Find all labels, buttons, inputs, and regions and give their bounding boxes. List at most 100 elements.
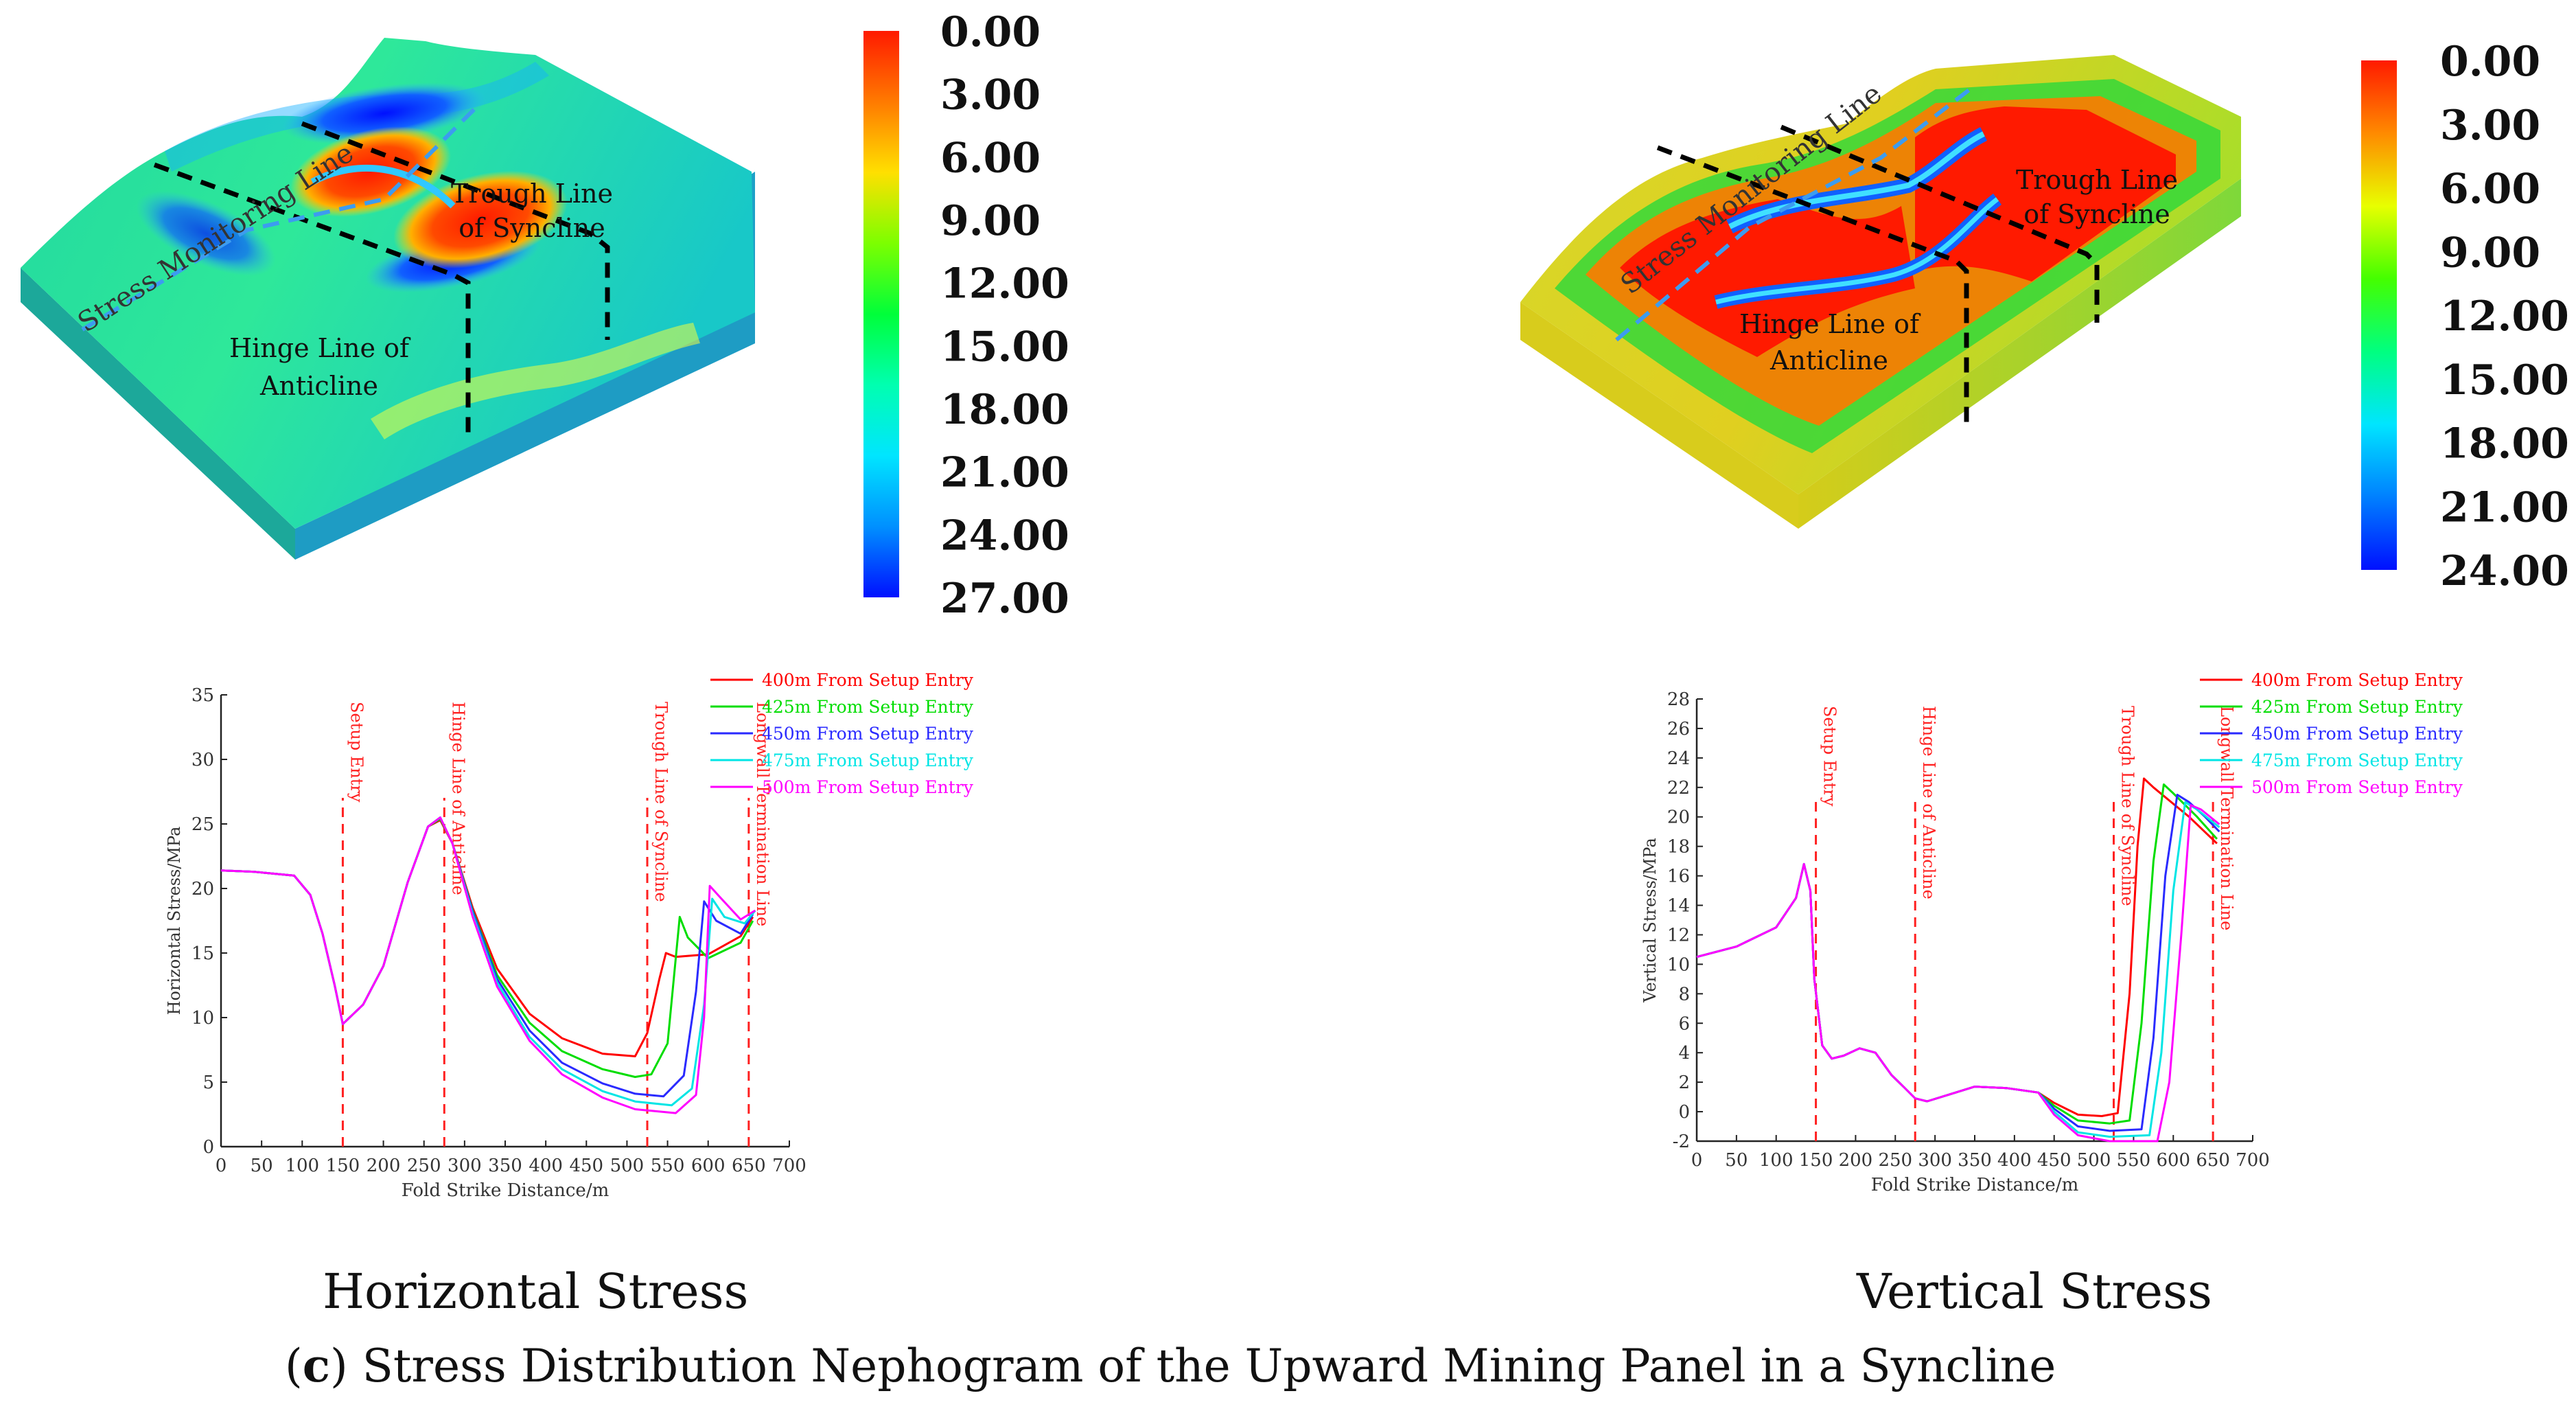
vertical-stress-chart: 0 50 100 150 200 250 300 350 400 450 500 550 600 650 7… [1640, 670, 2463, 1195]
y-tick-label: 24 [1667, 748, 1690, 769]
y-tick-label: 5 [202, 1072, 214, 1093]
y-tick-label: 16 [1667, 867, 1690, 887]
colorbar-tick-label: 27.00 [940, 575, 1069, 623]
colorbar-tick-label: 18.00 [940, 386, 1069, 434]
series-line [1696, 794, 2220, 1132]
colorbar-tick-label: 6.00 [940, 134, 1041, 182]
vertical-stress-title: Vertical Stress [1857, 1263, 2212, 1320]
y-tick-label: 15 [192, 943, 214, 964]
x-tick-label: 0 [216, 1156, 227, 1176]
y-tick-label: 10 [192, 1008, 214, 1029]
x-tick-label: 500 [2077, 1150, 2111, 1171]
x-tick-label: 200 [1839, 1150, 1873, 1171]
reference-line-label: Longwall Termination Line [2217, 706, 2236, 930]
y-tick-label: 2 [1678, 1072, 1690, 1093]
colorbar-tick-label: 6.00 [2440, 165, 2540, 214]
h-hinge-label-2: Anticline [259, 371, 378, 401]
x-axis-label: Fold Strike Distance/m [402, 1180, 609, 1201]
series-line [1696, 801, 2220, 1138]
x-tick-label: 300 [1918, 1150, 1952, 1171]
colorbar-tick-label: 24.00 [2440, 547, 2569, 595]
y-tick-label: 0 [1678, 1102, 1690, 1123]
y-tick-label: 20 [1667, 807, 1690, 828]
series-line [1696, 777, 2218, 1117]
colorbar-tick-label: 0.00 [940, 8, 1041, 56]
y-tick-label: 8 [1678, 984, 1690, 1005]
y-tick-label: -2 [1673, 1132, 1690, 1152]
x-tick-label: 300 [448, 1156, 482, 1176]
colorbar-tick-label: 0.00 [2440, 38, 2540, 86]
series-line [220, 818, 754, 1057]
x-tick-label: 650 [2196, 1150, 2230, 1171]
horizontal-stress-title: Horizontal Stress [323, 1263, 749, 1320]
x-tick-label: 50 [1725, 1150, 1748, 1171]
y-axis-label: Horizontal Stress/MPa [165, 827, 184, 1016]
y-tick-label: 35 [192, 685, 214, 706]
legend-label: 500m From Setup Entry [2251, 777, 2463, 797]
legend-label: 425m From Setup Entry [762, 697, 974, 717]
reference-line-label: Trough Line of Syncline [651, 702, 671, 902]
y-axis-label: Vertical Stress/MPa [1640, 838, 1660, 1003]
y-tick-label: 25 [192, 814, 214, 835]
y-tick-label: 0 [202, 1137, 214, 1158]
colorbar-ramp [863, 31, 899, 597]
colorbar-ramp [2361, 60, 2397, 570]
reference-line-label: Setup Entry [1820, 706, 1840, 807]
x-tick-label: 650 [732, 1156, 766, 1176]
figure-caption-letter: c [302, 1339, 330, 1392]
y-tick-label: 26 [1667, 719, 1690, 739]
legend-label: 450m From Setup Entry [2251, 724, 2463, 744]
y-tick-label: 6 [1678, 1013, 1690, 1034]
x-tick-label: 200 [367, 1156, 401, 1176]
y-tick-label: 22 [1667, 778, 1690, 799]
legend-label: 425m From Setup Entry [2251, 697, 2463, 717]
legend-label: 500m From Setup Entry [762, 777, 974, 797]
x-tick-label: 350 [1958, 1150, 1992, 1171]
horizontal-stress-nephogram: Stress Monitoring Line Trough Line of Sy… [21, 38, 755, 560]
horizontal-stress-chart: 0 50 100 150 200 250 300 350 400 450 500 550 600 650 7… [165, 670, 974, 1201]
colorbar-tick-label: 3.00 [2440, 102, 2540, 150]
figure-caption: (c) Stress Distribution Nephogram of the… [285, 1339, 2056, 1392]
v-hinge-label-2: Anticline [1769, 345, 1888, 376]
x-tick-label: 250 [407, 1156, 441, 1176]
vertical-colorbar: 0.00 3.00 6.00 9.00 12.00 15.00 18.00 21.00 24.0… [2361, 38, 2569, 595]
colorbar-tick-label: 15.00 [2440, 356, 2569, 404]
legend-label: 400m From Setup Entry [762, 670, 974, 690]
y-tick-label: 10 [1667, 954, 1690, 975]
colorbar-tick-label: 24.00 [940, 512, 1069, 560]
x-tick-label: 500 [610, 1156, 645, 1176]
colorbar-tick-label: 3.00 [940, 71, 1041, 119]
v-trough-label-1: Trough Line [2016, 165, 2178, 195]
h-trough-label-1: Trough Line [451, 179, 613, 209]
series-line [1696, 804, 2220, 1143]
x-tick-label: 600 [691, 1156, 726, 1176]
legend-label: 475m From Setup Entry [2251, 750, 2463, 770]
v-hinge-label-1: Hinge Line of [1739, 309, 1921, 339]
x-tick-label: 0 [1691, 1150, 1703, 1171]
x-tick-label: 550 [651, 1156, 685, 1176]
x-tick-label: 50 [251, 1156, 273, 1176]
y-tick-label: 20 [192, 879, 214, 899]
x-tick-label: 150 [326, 1156, 360, 1176]
reference-line-label: Hinge Line of Anticline [1919, 706, 1938, 899]
colorbar-tick-label: 21.00 [940, 449, 1069, 497]
reference-line-label: Setup Entry [347, 702, 366, 803]
colorbar-tick-label: 9.00 [940, 197, 1041, 245]
x-axis-label: Fold Strike Distance/m [1871, 1175, 2078, 1195]
legend-label: 450m From Setup Entry [762, 724, 974, 744]
x-tick-label: 700 [2236, 1150, 2270, 1171]
series-line [220, 816, 756, 1114]
x-tick-label: 100 [1759, 1150, 1794, 1171]
colorbar-tick-label: 12.00 [2440, 292, 2569, 341]
x-tick-label: 400 [1997, 1150, 2032, 1171]
legend-label: 400m From Setup Entry [2251, 670, 2463, 690]
v-trough-label-2: of Syncline [2023, 199, 2170, 229]
colorbar-tick-label: 12.00 [940, 260, 1069, 308]
x-tick-label: 400 [529, 1156, 563, 1176]
colorbar-tick-label: 18.00 [2440, 420, 2569, 468]
x-tick-label: 450 [569, 1156, 603, 1176]
y-tick-label: 18 [1667, 837, 1690, 858]
y-tick-label: 12 [1667, 925, 1690, 945]
h-hinge-label-1: Hinge Line of [229, 333, 411, 363]
